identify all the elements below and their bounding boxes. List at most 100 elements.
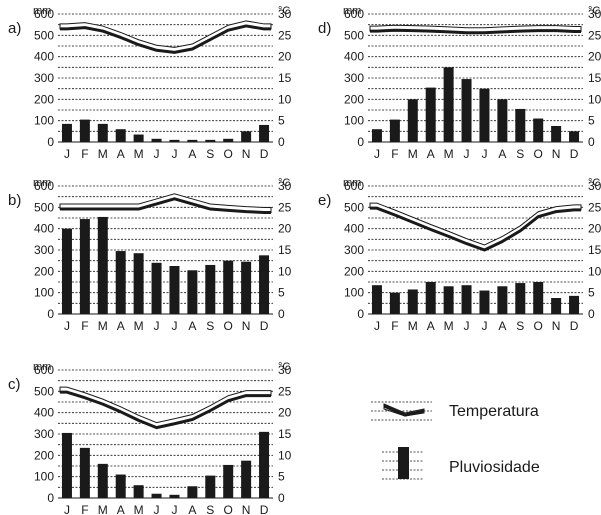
month-label: O [534, 147, 543, 161]
precipitation-bar [205, 139, 216, 142]
left-axis-unit: mm [343, 5, 361, 17]
precipitation-bar [371, 285, 382, 314]
precipitation-bar [187, 270, 198, 314]
left-tick-label: 400 [34, 50, 54, 64]
legend: Temperatura Pluviosidade [371, 401, 540, 480]
panel-label: e) [318, 192, 331, 209]
precipitation-bar [497, 286, 508, 314]
precipitation-bar [223, 260, 234, 314]
left-tick-label: 200 [344, 264, 364, 278]
precipitation-bar [115, 474, 126, 498]
temperature-line [370, 28, 581, 35]
right-tick-label: 20 [588, 222, 601, 236]
precipitation-bar [259, 255, 270, 314]
precipitation-bar [479, 290, 490, 314]
left-tick-label: 500 [34, 384, 54, 398]
right-tick-label: 15 [278, 427, 292, 441]
left-tick-label: 400 [344, 50, 364, 64]
month-label: J [171, 319, 177, 333]
precipitation-bar [97, 123, 108, 142]
precipitation-bar [407, 289, 418, 314]
month-label: M [134, 503, 144, 515]
month-label: A [498, 147, 506, 161]
month-label: J [64, 319, 70, 333]
right-tick-label: 20 [278, 50, 292, 64]
precipitation-bar [569, 295, 580, 314]
precipitation-bar [151, 493, 162, 498]
right-tick-label: 5 [278, 286, 285, 300]
legend-precipitation-swatch [398, 447, 409, 479]
month-label: A [117, 319, 125, 333]
left-tick-label: 400 [344, 222, 364, 236]
precipitation-bar [241, 261, 252, 314]
precipitation-bar [223, 464, 234, 498]
precipitation-bar [259, 431, 270, 498]
right-tick-label: 30 [278, 7, 292, 21]
month-label: F [391, 147, 398, 161]
month-label: A [188, 147, 196, 161]
right-tick-label: 0 [278, 307, 285, 321]
left-tick-label: 600 [34, 7, 54, 21]
precipitation-bar [533, 282, 544, 314]
precipitation-bar [371, 129, 382, 142]
month-label: J [481, 319, 487, 333]
right-tick-label: 20 [278, 222, 292, 236]
right-tick-label: 20 [278, 406, 292, 420]
precipitation-bar [133, 253, 144, 314]
precipitation-bar [497, 99, 508, 142]
panel-label: a) [8, 20, 21, 37]
month-label: J [64, 147, 70, 161]
right-tick-label: 5 [588, 286, 595, 300]
right-tick-label: 10 [588, 264, 601, 278]
precipitation-bar [443, 67, 454, 142]
left-tick-label: 0 [47, 307, 54, 321]
right-tick-label: 5 [588, 114, 595, 128]
temperature-line [60, 390, 271, 430]
precipitation-bar [533, 118, 544, 142]
precipitation-bar [241, 131, 252, 142]
left-tick-label: 200 [34, 448, 54, 462]
month-label: J [64, 503, 70, 515]
legend-temperature: Temperatura [371, 401, 539, 421]
left-tick-label: 300 [34, 427, 54, 441]
month-label: M [134, 319, 144, 333]
left-tick-label: 200 [344, 92, 364, 106]
temperature-band [369, 202, 582, 251]
precipitation-bar [151, 262, 162, 314]
month-label: N [242, 147, 251, 161]
precipitation-bar [97, 463, 108, 498]
left-tick-label: 500 [344, 28, 364, 42]
right-tick-label: 25 [588, 200, 601, 214]
month-label: S [206, 503, 214, 515]
left-tick-label: 200 [34, 92, 54, 106]
left-tick-label: 100 [34, 114, 54, 128]
precipitation-bar [79, 447, 90, 498]
month-label: N [242, 319, 251, 333]
left-tick-label: 400 [34, 222, 54, 236]
precipitation-bar [169, 139, 180, 142]
month-label: S [206, 147, 214, 161]
precipitation-bar [551, 126, 562, 142]
left-tick-label: 600 [344, 179, 364, 193]
month-label: J [464, 319, 470, 333]
legend-temperature-label: Temperatura [449, 403, 539, 420]
left-tick-label: 0 [47, 135, 54, 149]
month-label: N [552, 319, 561, 333]
month-label: M [98, 147, 108, 161]
left-tick-label: 300 [34, 71, 54, 85]
right-tick-label: 30 [588, 179, 601, 193]
precipitation-bar [169, 266, 180, 314]
right-tick-label: 10 [278, 264, 292, 278]
month-label: F [81, 319, 88, 333]
right-tick-label: 15 [278, 243, 292, 257]
month-label: O [534, 319, 543, 333]
right-tick-label: 5 [278, 470, 285, 484]
right-tick-label: 25 [278, 384, 292, 398]
month-label: S [516, 147, 524, 161]
month-label: F [81, 503, 88, 515]
precipitation-bar [133, 485, 144, 498]
right-axis-unit: °C [278, 361, 290, 373]
